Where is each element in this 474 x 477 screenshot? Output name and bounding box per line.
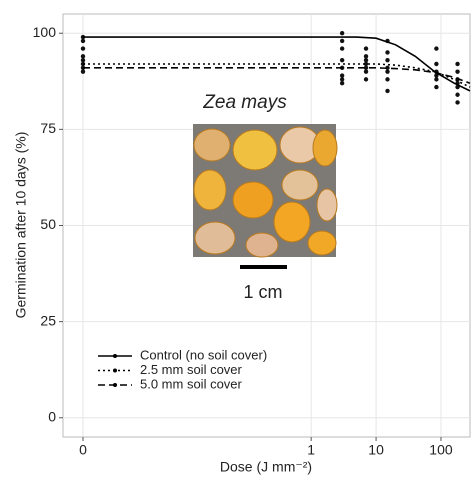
- y-tick-label: 50: [40, 216, 56, 232]
- data-point: [80, 54, 86, 59]
- data-point: [455, 100, 460, 105]
- x-tick-label: 0: [79, 442, 87, 458]
- data-point: [80, 69, 86, 74]
- data-point: [363, 54, 369, 59]
- data-point: [385, 69, 390, 74]
- legend-label: 5.0 mm soil cover: [140, 376, 243, 391]
- data-point: [339, 81, 345, 86]
- fit-line: [83, 36, 471, 92]
- data-point: [363, 57, 369, 63]
- data-point: [434, 77, 439, 82]
- data-point: [339, 57, 345, 63]
- data-point: [363, 69, 369, 74]
- data-point: [455, 69, 460, 74]
- data-point: [385, 77, 390, 82]
- grid: [63, 14, 470, 437]
- data-point: [385, 50, 390, 55]
- legend-marker: [113, 368, 117, 373]
- inset-photo: [193, 124, 338, 269]
- data-point: [434, 46, 439, 51]
- x-tick-label: 1: [307, 442, 315, 458]
- data-point: [363, 65, 369, 71]
- scale-label: 1 cm: [243, 282, 282, 302]
- data-point: [363, 77, 369, 82]
- inset-title: Zea mays: [202, 92, 287, 113]
- x-axis-label: Dose (J mm⁻²): [220, 459, 312, 475]
- x-tick-label: 100: [429, 442, 453, 458]
- legend-label: 2.5 mm soil cover: [140, 362, 243, 377]
- legend-label: Control (no soil cover): [140, 347, 267, 362]
- x-tick-label: 10: [368, 442, 384, 458]
- data-point: [434, 73, 439, 78]
- fit-line: [83, 63, 471, 88]
- data-point: [339, 77, 345, 82]
- data-point: [434, 84, 439, 90]
- legend-marker: [113, 354, 117, 358]
- data-point: [339, 31, 345, 36]
- data-point: [80, 57, 86, 63]
- data-point: [363, 61, 369, 67]
- y-tick-label: 25: [40, 312, 56, 328]
- data-point: [385, 88, 390, 94]
- data-point: [385, 57, 390, 63]
- fit-line: [83, 67, 471, 84]
- y-tick-label: 100: [33, 24, 57, 40]
- data-point: [455, 92, 460, 97]
- data-point: [455, 61, 460, 67]
- data-point: [339, 38, 345, 44]
- data-point: [339, 73, 345, 78]
- y-tick-label: 75: [40, 120, 56, 136]
- data-point: [80, 46, 86, 51]
- y-axis-label: Germination after 10 days (%): [13, 132, 29, 319]
- y-tick-label: 0: [48, 408, 56, 424]
- data-point: [80, 38, 86, 44]
- legend-marker: [113, 383, 117, 387]
- data-point: [363, 46, 369, 51]
- data-point: [339, 46, 345, 51]
- data-point: [434, 61, 439, 67]
